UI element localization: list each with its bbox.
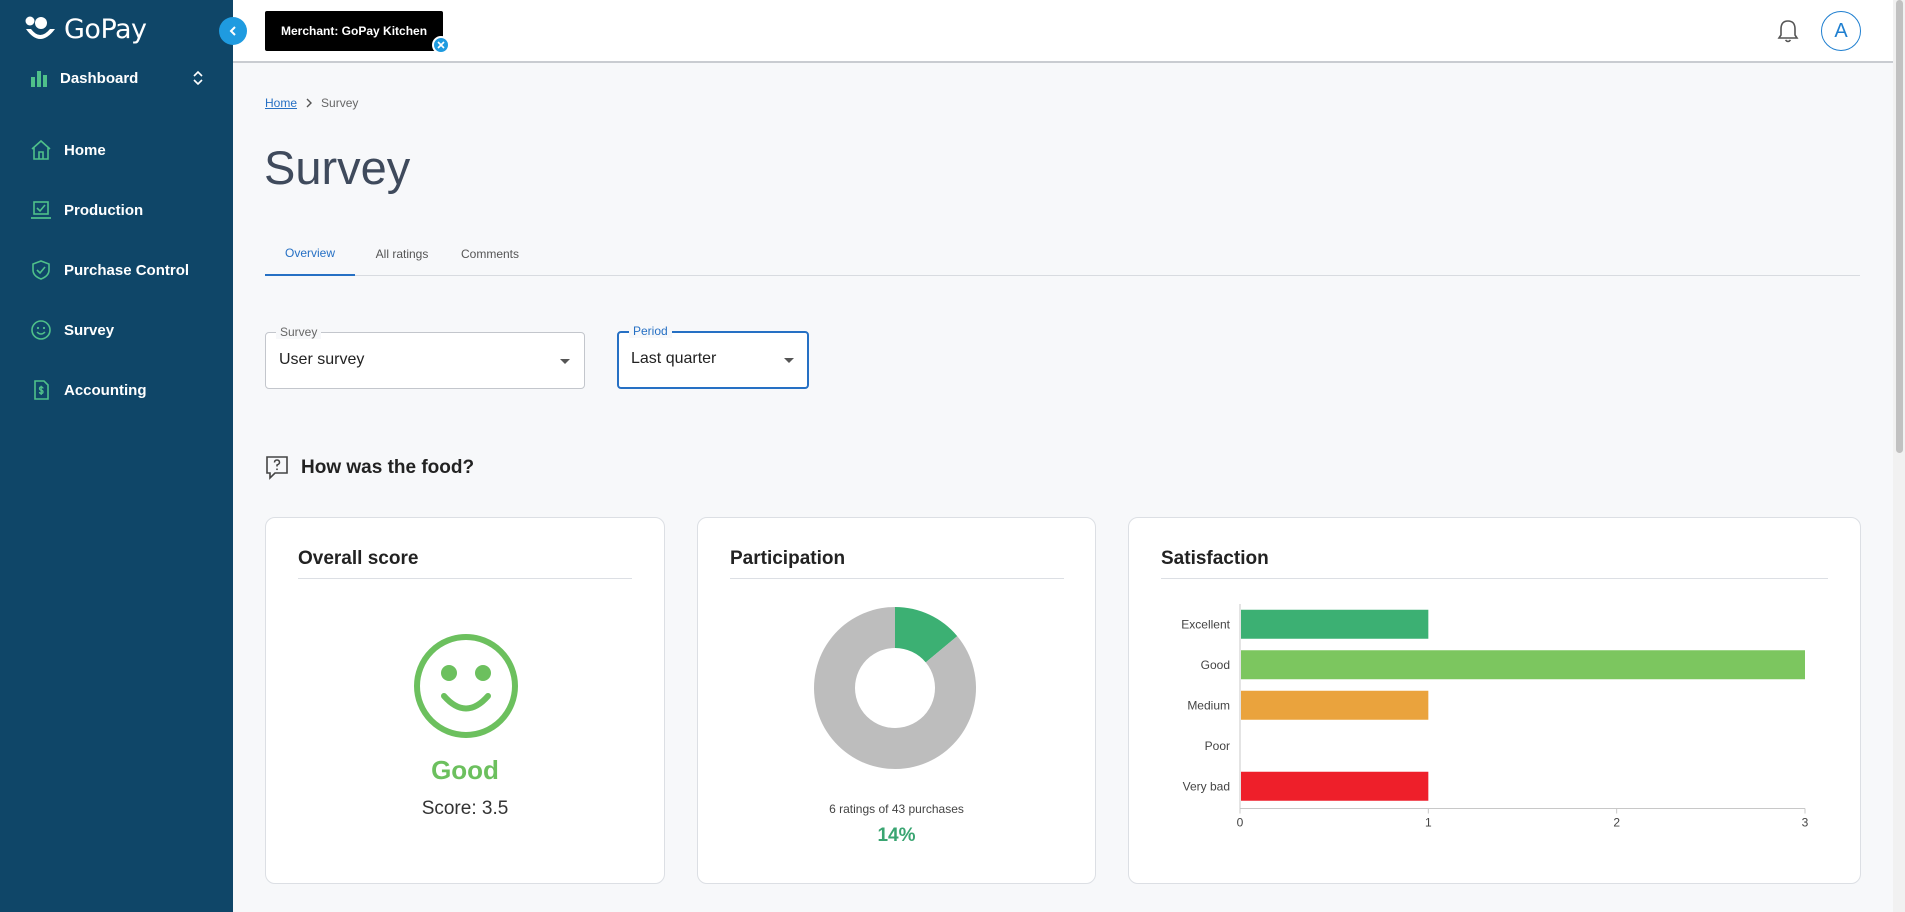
x-tick-label: 3 xyxy=(1802,816,1809,830)
avatar-initial: A xyxy=(1834,19,1848,42)
sidebar-item-label: Accounting xyxy=(64,381,147,399)
invoice-icon xyxy=(30,379,52,401)
gopay-logo-icon xyxy=(25,16,55,39)
donut-slice-0 xyxy=(895,607,958,663)
gopay-logo[interactable]: GoPay xyxy=(24,14,147,45)
tab-bar: Overview All ratings Comments xyxy=(265,231,1860,276)
bar-excellent xyxy=(1241,609,1429,639)
sidebar-nav: Home Production Purchase Control Survey … xyxy=(0,120,233,420)
merchant-chip[interactable]: Merchant: GoPay Kitchen xyxy=(265,11,444,51)
caret-down-icon xyxy=(560,359,570,364)
collapse-sidebar-button[interactable] xyxy=(219,17,247,45)
sidebar-item-purchase-control[interactable]: Purchase Control xyxy=(0,240,233,300)
tab-all-ratings[interactable]: All ratings xyxy=(375,246,429,261)
period-select-label: Period xyxy=(629,324,672,338)
shield-check-icon xyxy=(30,259,52,281)
merchant-clear-button[interactable] xyxy=(432,36,450,54)
merchant-label: Merchant: GoPay Kitchen xyxy=(281,24,428,38)
x-tick-label: 0 xyxy=(1237,816,1244,830)
sidebar-item-label: Home xyxy=(64,141,106,159)
y-tick-label: Excellent xyxy=(1181,617,1230,631)
scrollbar-thumb[interactable] xyxy=(1896,0,1903,453)
production-icon xyxy=(30,199,52,221)
participation-percent: 14% xyxy=(877,825,916,846)
card-divider xyxy=(730,578,1064,579)
tab-overview[interactable]: Overview xyxy=(265,231,355,276)
sidebar-item-label: Purchase Control xyxy=(64,261,190,279)
card-divider xyxy=(298,578,632,579)
period-select[interactable]: Period Last quarter xyxy=(617,324,809,389)
page-scrollbar[interactable] xyxy=(1893,0,1905,912)
score-value: Score: 3.5 xyxy=(421,798,509,819)
participation-caption: 6 ratings of 43 purchases xyxy=(829,802,964,816)
overall-score-card: Overall score Good Score: 3.5 xyxy=(265,517,665,884)
bar-very-bad xyxy=(1241,771,1429,801)
bar-chart-icon xyxy=(31,71,47,87)
score-rating: Good xyxy=(431,755,499,785)
page-title: Survey xyxy=(264,141,411,194)
sidebar: GoPay Dashboard Home Production xyxy=(0,0,233,912)
donut-slice-1 xyxy=(814,607,976,769)
survey-select[interactable]: Survey User survey xyxy=(265,325,585,389)
smiley-face-icon xyxy=(414,634,518,738)
sidebar-item-label: Production xyxy=(64,201,144,219)
question-heading: How was the food? xyxy=(265,455,474,481)
x-tick-label: 2 xyxy=(1613,816,1620,830)
notifications-bell-icon[interactable] xyxy=(1776,18,1800,44)
bar-good xyxy=(1241,650,1805,680)
period-select-value: Last quarter xyxy=(631,350,717,367)
survey-select-value: User survey xyxy=(279,351,365,368)
chevron-right-icon xyxy=(306,98,313,108)
sidebar-item-accounting[interactable]: Accounting xyxy=(0,360,233,420)
caret-down-icon xyxy=(784,358,794,363)
y-tick-label: Poor xyxy=(1205,739,1230,753)
sidebar-item-survey[interactable]: Survey xyxy=(0,300,233,360)
sidebar-item-production[interactable]: Production xyxy=(0,180,233,240)
satisfaction-card: Satisfaction Excellent Good Medium Poor Very… xyxy=(1128,517,1861,884)
chevron-left-icon xyxy=(229,26,236,36)
sidebar-item-home[interactable]: Home xyxy=(0,120,233,180)
y-tick-label: Medium xyxy=(1187,698,1230,712)
card-title: Participation xyxy=(730,548,846,569)
sidebar-item-label: Survey xyxy=(64,321,115,339)
participation-donut-chart xyxy=(814,607,976,769)
home-icon xyxy=(30,139,52,161)
y-tick-label: Very bad xyxy=(1183,779,1230,793)
breadcrumb: Home Survey xyxy=(265,96,358,110)
x-tick-label: 1 xyxy=(1425,816,1432,830)
close-icon xyxy=(437,41,445,49)
card-title: Overall score xyxy=(298,548,419,569)
survey-select-label: Survey xyxy=(276,325,322,339)
card-divider xyxy=(1161,578,1828,579)
logo-text: GoPay xyxy=(64,14,147,45)
question-bubble-icon xyxy=(266,456,288,480)
breadcrumb-current: Survey xyxy=(321,96,359,110)
tab-comments[interactable]: Comments xyxy=(460,246,519,261)
top-header: Merchant: GoPay Kitchen A xyxy=(233,0,1893,63)
user-avatar[interactable]: A xyxy=(1821,11,1861,51)
breadcrumb-home-link[interactable]: Home xyxy=(265,96,298,110)
smiley-icon xyxy=(30,319,52,341)
bar-medium xyxy=(1241,690,1429,720)
dashboard-label: Dashboard xyxy=(60,69,139,87)
chevron-up-down-icon xyxy=(193,70,203,86)
satisfaction-bar-chart: Excellent Good Medium Poor Very bad 0 1 2 3 xyxy=(1181,604,1809,830)
question-text: How was the food? xyxy=(301,457,475,478)
y-tick-label: Good xyxy=(1201,658,1230,672)
dashboard-selector[interactable]: Dashboard xyxy=(30,69,204,87)
participation-card: Participation 6 ratings of 43 purchases … xyxy=(697,517,1096,884)
card-title: Satisfaction xyxy=(1161,548,1269,569)
